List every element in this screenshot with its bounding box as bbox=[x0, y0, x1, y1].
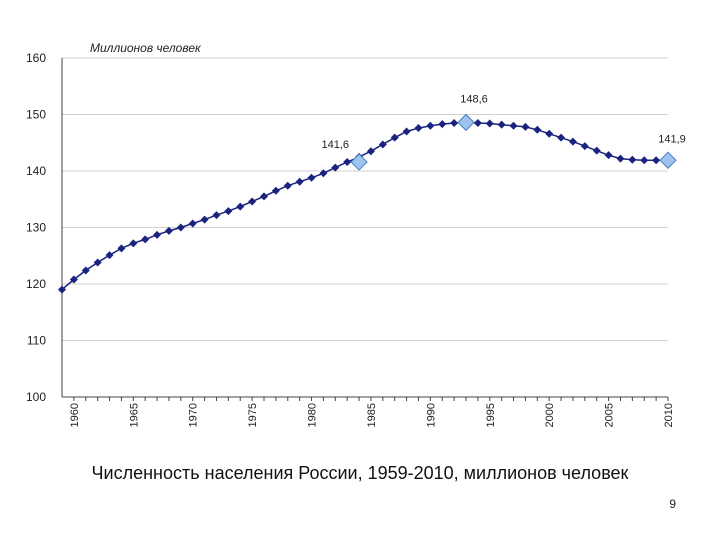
highlight-label: 141,9 bbox=[658, 133, 686, 145]
series-line bbox=[61, 121, 668, 291]
highlight-label: 148,6 bbox=[460, 93, 488, 105]
data-point bbox=[236, 202, 245, 211]
y-tick-label: 100 bbox=[26, 390, 46, 404]
data-point bbox=[81, 266, 90, 275]
unit-label: Миллионов человек bbox=[90, 41, 202, 55]
x-tick-label: 1980 bbox=[307, 403, 319, 427]
data-point bbox=[378, 140, 387, 149]
x-tick-label: 1990 bbox=[425, 403, 437, 427]
axes bbox=[61, 58, 669, 401]
data-point bbox=[390, 133, 399, 142]
x-tick-label: 2010 bbox=[663, 403, 675, 427]
data-point bbox=[485, 119, 494, 128]
y-tick-label: 130 bbox=[26, 221, 46, 235]
data-point bbox=[450, 118, 459, 127]
page-number: 9 bbox=[669, 497, 676, 511]
population-series bbox=[58, 118, 672, 294]
data-point bbox=[533, 125, 542, 134]
data-point bbox=[224, 207, 233, 216]
highlight-marker bbox=[457, 113, 475, 132]
data-point bbox=[319, 169, 328, 178]
data-point bbox=[616, 154, 625, 163]
y-tick-label: 140 bbox=[26, 164, 46, 178]
data-point bbox=[200, 215, 209, 224]
highlight-marker bbox=[659, 151, 677, 169]
x-tick-labels: 1960 1965 1970 1975 1980 1985 1990 1995 2000 2005… bbox=[69, 403, 675, 427]
x-tick-label: 1995 bbox=[485, 403, 497, 427]
data-point bbox=[580, 142, 589, 151]
data-point bbox=[188, 219, 197, 228]
data-point bbox=[545, 129, 554, 138]
data-point bbox=[212, 211, 221, 220]
data-point bbox=[69, 275, 78, 284]
data-point bbox=[366, 147, 375, 156]
population-line-chart: Миллионов человек 100110120130140150160 … bbox=[26, 41, 686, 427]
y-tick-label: 150 bbox=[26, 108, 46, 122]
y-tick-labels: 100 110 120 130 140 150 160 bbox=[26, 51, 46, 404]
data-point bbox=[283, 181, 292, 190]
highlight-label: 141,6 bbox=[322, 139, 350, 151]
data-point bbox=[592, 146, 601, 155]
data-point bbox=[497, 120, 506, 129]
data-point bbox=[509, 121, 518, 130]
data-point bbox=[568, 137, 577, 146]
data-point bbox=[414, 124, 423, 133]
y-tick-label: 160 bbox=[26, 51, 46, 65]
chart-caption: Численность населения России, 1959-2010,… bbox=[91, 463, 629, 483]
data-point bbox=[640, 156, 649, 165]
x-tick-label: 1965 bbox=[128, 403, 140, 427]
data-point bbox=[248, 197, 257, 206]
x-tick-label: 1975 bbox=[247, 403, 259, 427]
gridlines bbox=[62, 57, 668, 341]
data-point bbox=[628, 155, 637, 164]
data-point bbox=[331, 163, 340, 172]
data-point bbox=[260, 192, 268, 201]
data-point bbox=[473, 118, 482, 127]
data-point bbox=[426, 121, 435, 130]
x-tick-label: 1960 bbox=[69, 403, 81, 427]
y-tick-label: 110 bbox=[27, 334, 46, 348]
data-point bbox=[176, 223, 185, 232]
data-point bbox=[604, 151, 613, 160]
data-point bbox=[153, 230, 162, 239]
x-tick-label: 1970 bbox=[188, 403, 200, 427]
data-point bbox=[129, 239, 138, 248]
data-point bbox=[295, 177, 304, 186]
data-point bbox=[93, 258, 102, 267]
data-point bbox=[141, 235, 150, 244]
data-point bbox=[271, 186, 280, 195]
y-tick-label: 120 bbox=[26, 277, 46, 291]
data-point bbox=[58, 285, 66, 294]
data-point bbox=[105, 251, 114, 260]
x-tick-label: 2005 bbox=[604, 403, 616, 427]
data-point bbox=[402, 127, 411, 136]
highlight-points: 141,6 148,6 141,9 bbox=[322, 93, 686, 171]
x-tick-label: 2000 bbox=[544, 403, 556, 427]
data-point bbox=[307, 173, 316, 182]
data-point bbox=[557, 133, 566, 142]
data-point bbox=[164, 226, 173, 235]
data-point bbox=[343, 157, 352, 166]
x-tick-label: 1985 bbox=[366, 403, 378, 427]
highlight-marker bbox=[350, 153, 368, 171]
data-point bbox=[652, 156, 661, 165]
data-point bbox=[117, 244, 126, 253]
data-point bbox=[438, 120, 447, 129]
data-point bbox=[521, 122, 530, 131]
